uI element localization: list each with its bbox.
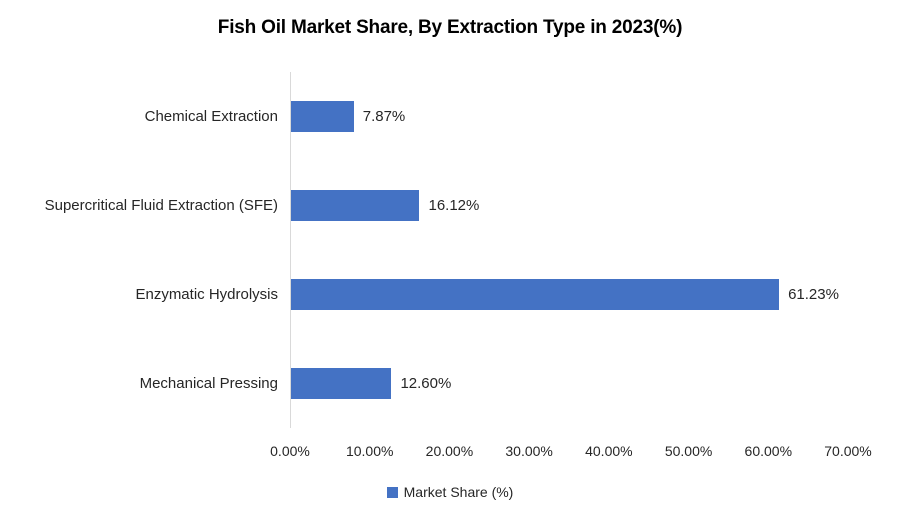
- bar-chemical-extraction: [291, 101, 354, 132]
- x-tick-label: 70.00%: [824, 443, 872, 459]
- bar-row: 61.23%: [291, 250, 849, 339]
- category-label-mechanical-pressing: Mechanical Pressing: [139, 375, 278, 392]
- x-axis: 0.00% 10.00% 20.00% 30.00% 40.00% 50.00%…: [270, 443, 872, 463]
- plot-area: 7.87% 16.12% 61.23% 12.60%: [290, 72, 849, 428]
- category-label-chemical-extraction: Chemical Extraction: [144, 108, 278, 125]
- legend: Market Share (%): [0, 484, 900, 500]
- bar-supercritical-fluid-extraction: [291, 190, 420, 221]
- value-label-chemical-extraction: 7.87%: [362, 108, 406, 125]
- bar-mechanical-pressing: [291, 368, 392, 399]
- x-tick-label: 0.00%: [270, 443, 310, 459]
- x-tick-label: 10.00%: [345, 443, 394, 459]
- value-label-enzymatic-hydrolysis: 61.23%: [788, 286, 839, 303]
- bar-row: 7.87%: [291, 72, 849, 161]
- category-label-supercritical-fluid-extraction: Supercritical Fluid Extraction (SFE): [44, 197, 278, 214]
- x-tick-label: 40.00%: [585, 443, 633, 459]
- x-tick-label: 60.00%: [744, 443, 793, 459]
- legend-label-market-share: Market Share (%): [403, 484, 514, 500]
- bar-row: 16.12%: [291, 161, 849, 250]
- bar-enzymatic-hydrolysis: [291, 279, 780, 310]
- category-axis: Chemical Extraction Supercritical Fluid …: [0, 72, 278, 428]
- value-label-mechanical-pressing: 12.60%: [400, 375, 452, 392]
- x-tick-label: 50.00%: [664, 443, 713, 459]
- category-label-enzymatic-hydrolysis: Enzymatic Hydrolysis: [135, 286, 278, 303]
- x-tick-label: 30.00%: [505, 443, 553, 459]
- value-label-supercritical-fluid-extraction: 16.12%: [428, 197, 480, 214]
- bar-row: 12.60%: [291, 339, 849, 428]
- x-tick-label: 20.00%: [425, 443, 474, 459]
- legend-swatch-market-share: [386, 486, 398, 498]
- chart-title: Fish Oil Market Share, By Extraction Typ…: [217, 17, 683, 38]
